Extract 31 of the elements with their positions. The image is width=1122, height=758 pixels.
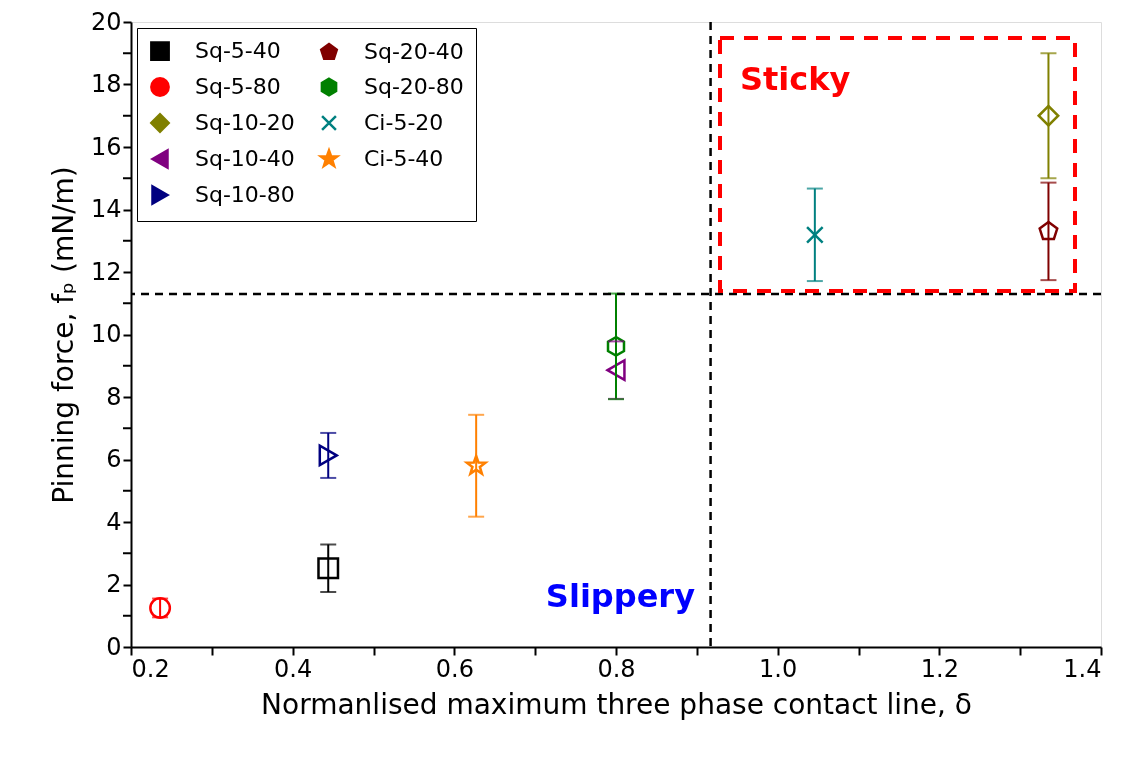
- y-tick-label: 16: [90, 132, 122, 161]
- y-tick-label: 14: [90, 195, 122, 223]
- annotation: Slippery: [545, 577, 696, 615]
- x-tick-label: 0.8: [597, 654, 636, 683]
- x-tick-label: 1.0: [759, 654, 798, 683]
- y-tick-label: 4: [106, 507, 122, 536]
- annotation: Sticky: [740, 60, 851, 98]
- x-tick-label: 0.2: [131, 654, 170, 683]
- legend-label: Sq-10-20: [195, 110, 295, 135]
- y-tick-label: 12: [90, 257, 122, 286]
- y-tick-label: 6: [106, 445, 122, 473]
- y-axis-title: Pinning force, fₚ (mN/m): [46, 166, 80, 504]
- y-tick-label: 2: [106, 570, 122, 598]
- legend-label: Sq-20-40: [364, 39, 464, 65]
- legend-label: Sq-10-80: [195, 182, 295, 207]
- y-tick-label: 18: [90, 70, 122, 98]
- x-tick-label: 1.4: [1063, 654, 1102, 683]
- y-tick-label: 20: [90, 7, 122, 36]
- y-tick-label: 10: [90, 320, 122, 348]
- legend-label: Sq-5-40: [195, 38, 281, 64]
- x-axis-title: Normanlised maximum three phase contact line, δ: [261, 687, 972, 721]
- y-tick-label: 8: [106, 382, 122, 411]
- x-tick-label: 1.2: [920, 654, 959, 683]
- legend-label: Sq-5-80: [195, 74, 281, 99]
- x-tick-label: 0.6: [435, 654, 474, 683]
- legend-label: Sq-20-80: [364, 74, 464, 99]
- legend-label: Ci-5-40: [364, 146, 444, 171]
- x-tick-label: 0.4: [274, 654, 313, 683]
- legend-label: Sq-10-40: [195, 146, 295, 171]
- legend-label: Ci-5-20: [364, 110, 444, 135]
- y-tick-label: 0: [106, 632, 122, 661]
